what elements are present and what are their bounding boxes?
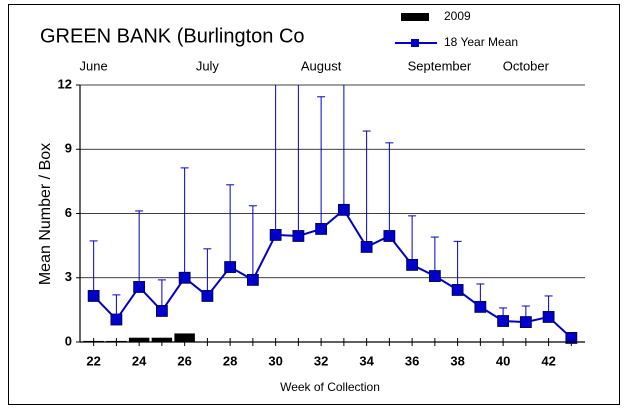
legend-label: 18 Year Mean <box>444 35 518 49</box>
y-tick-label: 6 <box>65 205 72 220</box>
x-tick-label: 28 <box>223 353 237 368</box>
x-tick-label: 36 <box>405 353 419 368</box>
marker <box>565 332 578 344</box>
y-tick-label: 0 <box>65 333 72 348</box>
frame <box>8 4 620 405</box>
y-tick-label: 3 <box>65 269 72 284</box>
x-tick-label: 24 <box>132 353 147 368</box>
month-label: August <box>301 58 342 73</box>
marker <box>428 270 441 282</box>
line <box>92 208 573 339</box>
marker <box>178 271 191 284</box>
marker <box>337 203 350 216</box>
legend-label: 2009 <box>444 9 471 23</box>
marker <box>87 290 100 302</box>
marker <box>315 223 328 235</box>
month-label: October <box>503 58 550 73</box>
marker <box>155 305 168 317</box>
bar <box>151 337 173 342</box>
x-tick-label: 22 <box>86 353 100 368</box>
month-label: September <box>408 58 472 73</box>
marker <box>110 313 123 326</box>
x-tick-label: 26 <box>177 353 191 368</box>
x-tick-label: 30 <box>268 353 282 368</box>
marker <box>383 230 396 242</box>
bar <box>174 333 195 342</box>
x-tick-label: 32 <box>314 353 328 368</box>
month-label: June <box>80 58 108 73</box>
x-tick-label: 38 <box>450 353 464 368</box>
y-tick-label: 9 <box>65 141 72 156</box>
x-tick-label: 42 <box>541 353 555 368</box>
marker <box>360 241 373 253</box>
marker <box>542 311 555 323</box>
marker <box>133 281 146 293</box>
marker <box>519 316 532 328</box>
month-label: July <box>196 58 220 73</box>
marker <box>246 273 259 286</box>
x-tick-label: 40 <box>496 353 510 368</box>
marker <box>406 258 419 271</box>
y-axis-label: Mean Number / Box <box>37 143 54 285</box>
legend-swatch <box>401 13 429 21</box>
legend-marker <box>411 39 419 47</box>
chart-title: GREEN BANK (Burlington Co <box>40 25 305 47</box>
y-tick-label: 12 <box>58 76 72 91</box>
marker <box>474 300 487 313</box>
marker <box>497 315 510 327</box>
marker <box>269 229 282 241</box>
marker <box>292 230 305 242</box>
marker <box>224 261 237 273</box>
x-axis-label: Week of Collection <box>280 380 380 394</box>
x-tick-label: 34 <box>359 353 374 368</box>
bar <box>128 337 150 342</box>
error-bars <box>89 85 553 323</box>
marker <box>201 290 214 302</box>
legend-items: 2009 18 Year Mean <box>395 9 518 49</box>
marker <box>451 284 464 296</box>
